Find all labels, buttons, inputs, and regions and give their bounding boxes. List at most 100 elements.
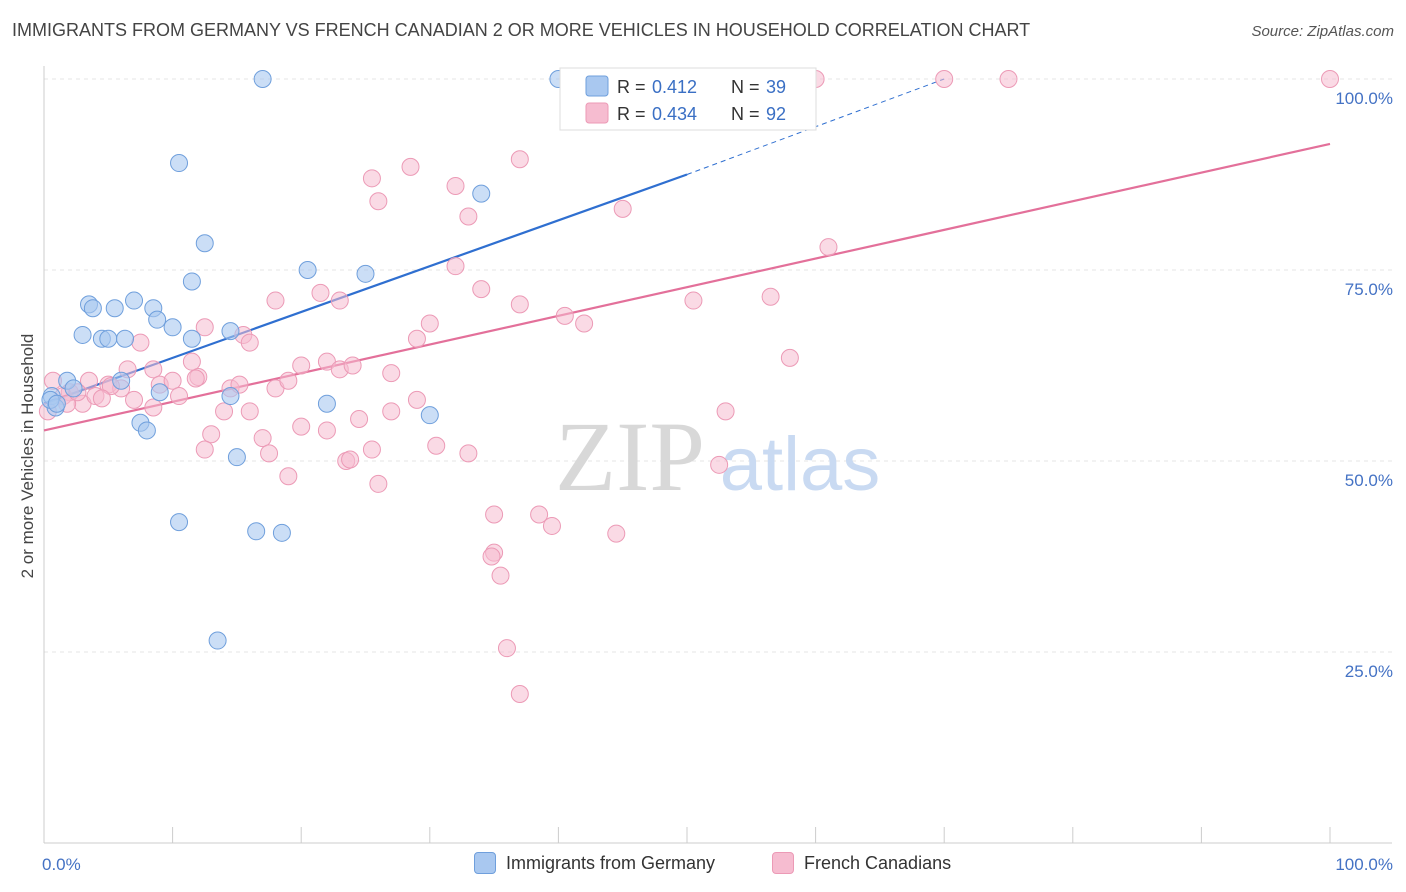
point-french-canadians-77 [607,524,626,543]
legend-r-label-2: R = [617,104,646,124]
watermark-atlas: atlas [720,422,881,507]
point-french-canadians-20 [555,306,574,325]
point-french-canadians-44 [163,371,182,390]
point-germany-2 [170,154,189,173]
point-french-canadians-32 [292,356,311,375]
watermark: ZIP atlas [555,401,880,512]
bottom-legend-label-germany: Immigrants from Germany [506,852,716,873]
point-french-canadians-12 [459,207,478,226]
bottom-legend: Immigrants from Germany French Canadians [0,852,1406,878]
point-french-canadians-82 [510,685,529,704]
legend-r-value-1: 0.412 [652,77,697,97]
point-french-canadians-56 [350,409,369,428]
point-germany-15 [221,322,240,341]
point-french-canadians-17 [311,283,330,302]
bottom-legend-label-french-canadians: French Canadians [804,852,952,873]
point-french-canadians-18 [330,291,349,310]
point-french-canadians-9 [446,176,465,195]
point-french-canadians-72 [369,474,388,493]
point-french-canadians-71 [341,450,360,469]
point-french-canadians-52 [144,398,163,417]
point-french-canadians-26 [240,333,259,352]
point-french-canadians-63 [202,425,221,444]
legend-swatch-blue [585,75,609,97]
point-germany-6 [356,264,375,283]
point-french-canadians-37 [382,364,401,383]
point-french-canadians-40 [80,371,99,390]
point-germany-16 [73,325,92,344]
bottom-legend-item-germany[interactable]: Immigrants from Germany [474,852,715,874]
point-french-canadians-5 [1321,70,1339,88]
point-french-canadians-47 [279,371,298,390]
point-germany-38 [112,371,131,390]
point-french-canadians-68 [427,436,446,455]
point-french-canadians-3 [935,70,954,88]
point-french-canadians-59 [716,402,735,421]
point-germany-3 [472,184,491,203]
point-germany-18 [99,329,118,348]
point-germany-10 [105,299,124,318]
point-french-canadians-67 [362,440,381,459]
point-french-canadians-65 [195,440,214,459]
y-tick-label-100: 100.0% [1335,89,1393,108]
point-french-canadians-57 [382,402,401,421]
point-french-canadians-51 [125,390,144,409]
point-french-canadians-79 [482,547,501,566]
point-germany-14 [163,318,182,337]
point-germany-22 [64,379,83,398]
point-germany-25 [150,383,169,402]
point-french-canadians-89 [343,356,362,375]
point-french-canadians-7 [401,157,420,176]
point-french-canadians-54 [215,402,234,421]
point-germany-28 [420,406,439,425]
point-french-canadians-10 [369,192,388,211]
trend-line-germany [43,173,688,405]
point-french-canadians-27 [420,314,439,333]
point-french-canadians-87 [186,369,205,388]
axes [43,66,1392,844]
point-french-canadians-11 [613,199,632,218]
point-french-canadians-8 [362,169,381,188]
legend-box: R = 0.412 N = 39 R = 0.434 N = 92 [559,67,817,131]
point-germany-33 [247,522,266,541]
point-french-canadians-35 [144,360,163,379]
legend-r-label-1: R = [617,77,646,97]
point-french-canadians-6 [510,150,529,169]
chart-title: IMMIGRANTS FROM GERMANY VS FRENCH CANADI… [12,20,1031,40]
point-germany-32 [170,513,189,532]
legend-swatch-pink [585,102,609,124]
point-french-canadians-19 [510,295,529,314]
point-germany-5 [298,261,317,279]
point-french-canadians-13 [819,238,838,257]
point-french-canadians-61 [292,417,311,436]
point-french-canadians-15 [472,280,491,299]
point-germany-20 [182,329,201,348]
point-germany-31 [227,448,246,467]
bottom-legend-item-french-canadians[interactable]: French Canadians [772,852,951,874]
point-french-canadians-73 [279,467,298,486]
point-french-canadians-28 [407,329,426,348]
point-french-canadians-60 [780,348,799,367]
point-french-canadians-29 [131,333,150,352]
x-tick-label-min: 0.0% [42,855,81,874]
point-french-canadians-30 [182,352,201,371]
point-germany-34 [272,523,291,542]
trend-line-french-canadians [43,142,1331,432]
point-french-canadians-21 [575,314,594,333]
source-label: Source: ZipAtlas.com [1251,23,1394,40]
series-french-canadians [38,70,1339,704]
point-french-canadians-4 [999,70,1018,88]
point-french-canadians-69 [459,444,478,463]
point-french-canadians-62 [317,421,336,440]
x-tick-label-max: 100.0% [1335,855,1393,874]
legend-swatch-germany [474,852,496,874]
legend-swatch-french-canadians [772,852,794,874]
point-french-canadians-83 [710,455,729,474]
point-french-canadians-91 [92,389,111,408]
legend-r-value-2: 0.434 [652,104,697,124]
point-french-canadians-64 [253,429,272,448]
point-french-canadians-24 [195,318,214,337]
point-germany-30 [137,421,156,440]
point-french-canadians-53 [170,387,189,406]
point-french-canadians-75 [530,505,549,524]
